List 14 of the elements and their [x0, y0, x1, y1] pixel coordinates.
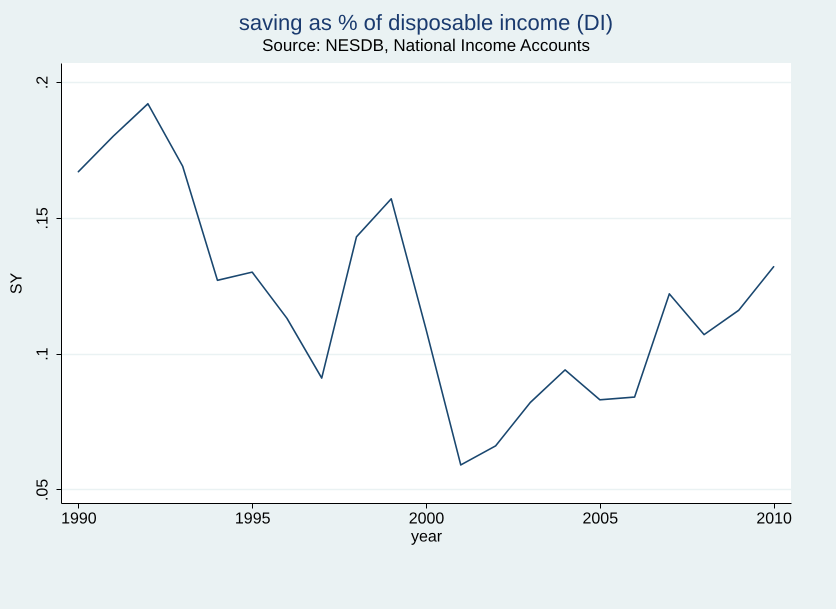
y-tick-label: .2 [34, 76, 52, 90]
chart-subtitle: Source: NESDB, National Income Accounts [262, 36, 590, 55]
y-tick-label: .1 [34, 347, 52, 361]
y-tick-label: .15 [34, 207, 52, 230]
x-tick-label: 1995 [234, 510, 271, 528]
x-axis-title: year [410, 528, 443, 546]
line-series [78, 102, 774, 466]
x-tick-label: 2000 [408, 510, 444, 528]
x-tick-label: 2005 [582, 510, 618, 528]
chart-title: saving as % of disposable income (DI) [238, 10, 614, 35]
x-tick-label: 2010 [756, 510, 792, 528]
y-tick-label: .05 [34, 478, 52, 502]
y-axis-title: SY [8, 272, 26, 294]
x-tick-label: 1990 [61, 510, 97, 528]
